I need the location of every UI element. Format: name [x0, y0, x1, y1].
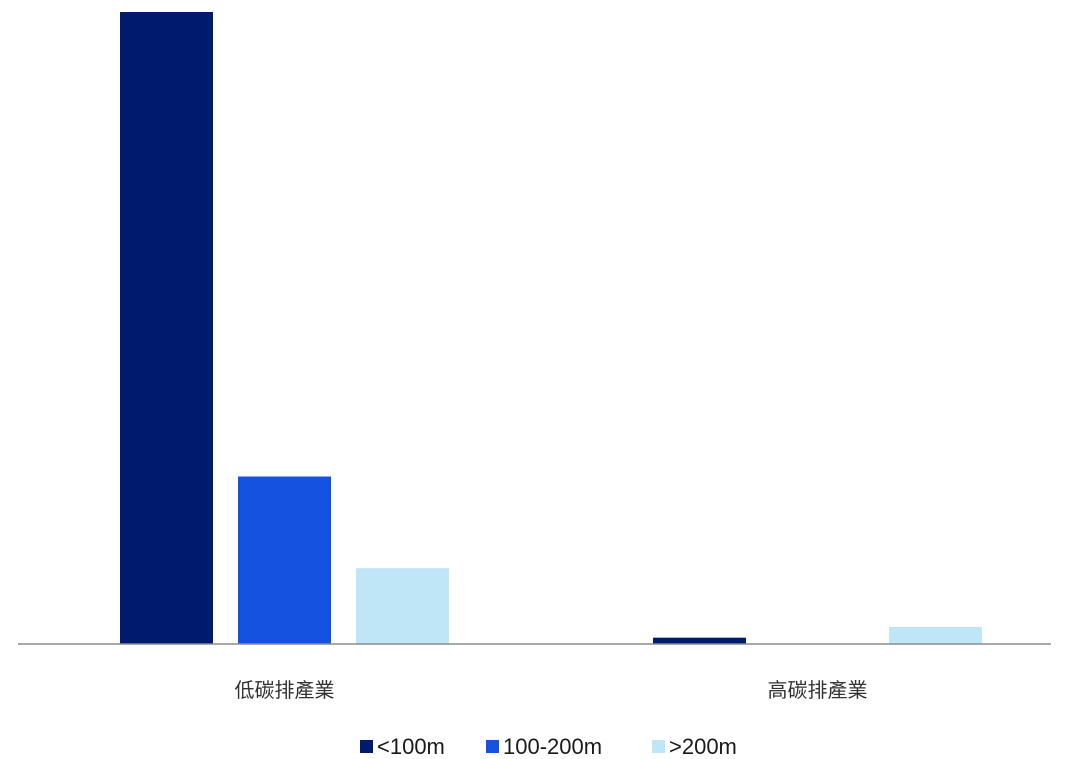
- legend-label-2: >200m: [669, 734, 737, 759]
- legend-label-1: 100-200m: [503, 734, 602, 759]
- bar-1-0: [238, 476, 331, 644]
- category-labels: 低碳排產業 高碳排產業: [235, 678, 868, 702]
- legend-swatch-0: [360, 740, 373, 753]
- legend: <100m 100-200m >200m: [360, 734, 737, 759]
- bar-0-0: [120, 12, 213, 644]
- bar-2-0: [356, 568, 449, 644]
- legend-swatch-1: [486, 740, 499, 753]
- category-label-0: 低碳排產業: [235, 678, 335, 702]
- category-label-1: 高碳排產業: [768, 678, 868, 702]
- legend-label-0: <100m: [377, 734, 445, 759]
- legend-swatch-2: [652, 740, 665, 753]
- bar-0-1: [653, 637, 746, 644]
- bars-group: [120, 12, 982, 644]
- bar-2-1: [889, 626, 982, 644]
